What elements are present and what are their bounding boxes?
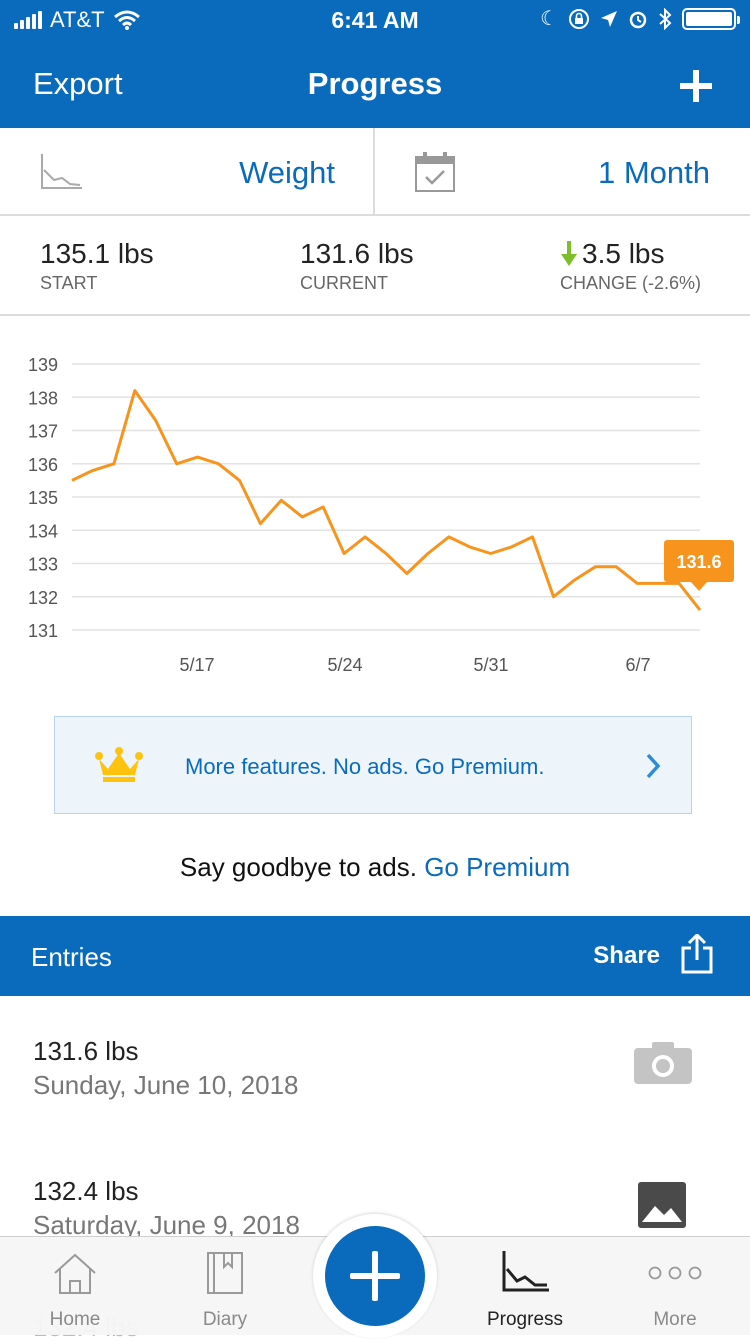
change-value: 3.5 lbs [582, 238, 665, 269]
tab-diary-label: Diary [202, 1309, 248, 1330]
change-value-row: 3.5 lbs [560, 238, 701, 270]
status-time: 6:41 AM [331, 7, 419, 33]
entry-weight: 131.6 lbs [33, 1036, 139, 1066]
y-tick-label: 135 [28, 488, 58, 508]
export-button[interactable]: Export [33, 66, 123, 101]
add-entry-button[interactable] [680, 70, 712, 102]
y-tick-label: 139 [28, 355, 58, 375]
home-icon [54, 1253, 96, 1294]
x-tick-label: 6/7 [625, 655, 650, 675]
dots-icon [648, 1266, 702, 1280]
chevron-right-icon [646, 753, 661, 779]
share-icon[interactable] [680, 934, 714, 974]
rotation-lock-icon [569, 8, 589, 29]
list-item[interactable]: 131.6 lbs Sunday, June 10, 2018 [0, 996, 750, 1137]
share-button[interactable]: Share [593, 942, 660, 969]
moon-icon: ☾ [540, 8, 558, 30]
current-value: 131.6 lbs [300, 238, 414, 269]
y-tick-label: 132 [28, 588, 58, 608]
tab-progress[interactable]: Progress [450, 1237, 600, 1335]
selector-row: Weight 1 Month [0, 128, 750, 216]
tab-home[interactable]: Home [0, 1237, 150, 1335]
crown-icon [95, 747, 143, 782]
quick-add-button[interactable] [325, 1226, 425, 1326]
weight-chart-svg: 139 138 137 136 135 134 133 132 131 5/17 5/24 5/31 6… [28, 355, 734, 675]
y-tick-label: 137 [28, 422, 58, 442]
location-icon [601, 10, 617, 27]
metric-selector[interactable]: Weight [0, 128, 375, 214]
stat-current: 131.6 lbs CURRENT [300, 238, 414, 294]
metric-label: Weight [239, 155, 335, 190]
alarm-icon [629, 11, 647, 28]
stat-start: 135.1 lbs START [40, 238, 154, 294]
range-selector[interactable]: 1 Month [375, 128, 750, 214]
stat-change: 3.5 lbs CHANGE (-2.6%) [560, 238, 701, 294]
status-left: AT&T [14, 7, 141, 33]
page-title: Progress [307, 66, 443, 101]
current-label: CURRENT [300, 273, 388, 293]
entry-date: Saturday, June 9, 2018 [33, 1210, 300, 1240]
photo-icon[interactable] [638, 1182, 686, 1228]
status-right: ☾ [540, 6, 740, 31]
callout-pointer [691, 582, 707, 591]
entries-title: Entries [31, 942, 112, 972]
camera-icon[interactable] [634, 1040, 692, 1084]
y-tick-label: 131 [28, 621, 58, 641]
nav-bar: Export Progress [0, 40, 750, 128]
carrier-label: AT&T [50, 7, 105, 32]
go-premium-link[interactable]: Go Premium [424, 852, 571, 882]
entries-header: Entries Share [0, 916, 750, 996]
callout-box [664, 540, 734, 582]
tab-home-label: Home [49, 1309, 101, 1330]
arrow-down-icon [561, 241, 577, 266]
start-value: 135.1 lbs [40, 238, 154, 269]
signal-icon [14, 11, 42, 29]
tab-more-label: More [653, 1309, 697, 1330]
y-tick-label: 136 [28, 455, 58, 475]
chart-icon [502, 1251, 549, 1292]
battery-icon [682, 7, 740, 30]
start-label: START [40, 273, 98, 293]
y-tick-label: 138 [28, 388, 58, 408]
change-label: CHANGE (-2.6%) [560, 273, 702, 293]
range-label: 1 Month [597, 155, 710, 190]
calendar-icon [415, 152, 455, 192]
goodbye-text: Say goodbye to ads. [179, 852, 425, 882]
entry-weight: 132.4 lbs [33, 1176, 139, 1206]
tab-progress-label: Progress [486, 1309, 564, 1330]
tab-diary[interactable]: Diary [150, 1237, 300, 1335]
x-tick-label: 5/17 [179, 655, 214, 675]
chart-line-icon [41, 154, 82, 189]
x-tick-label: 5/31 [473, 655, 508, 675]
tab-more[interactable]: More [600, 1237, 750, 1335]
callout-label: 131.6 [676, 552, 721, 572]
y-tick-label: 133 [28, 555, 58, 575]
y-tick-label: 134 [28, 521, 58, 541]
bluetooth-icon [659, 7, 672, 30]
x-tick-label: 5/24 [327, 655, 362, 675]
wifi-icon [113, 10, 140, 30]
entry-date: Sunday, June 10, 2018 [33, 1070, 299, 1100]
stats-row: 135.1 lbs START 131.6 lbs CURRENT 3.5 lb… [0, 216, 750, 316]
premium-banner[interactable]: More features. No ads. Go Premium. [54, 716, 692, 814]
series-line [71, 389, 702, 612]
goodbye-ads-line: Say goodbye to ads. Go Premium [0, 852, 750, 883]
book-icon [207, 1252, 243, 1294]
premium-banner-text: More features. No ads. Go Premium. [185, 754, 545, 779]
status-bar: AT&T 6:41 AM ☾ [0, 0, 750, 40]
weight-chart: 139 138 137 136 135 134 133 132 131 5/17 5/24 5/31 6… [0, 330, 750, 700]
